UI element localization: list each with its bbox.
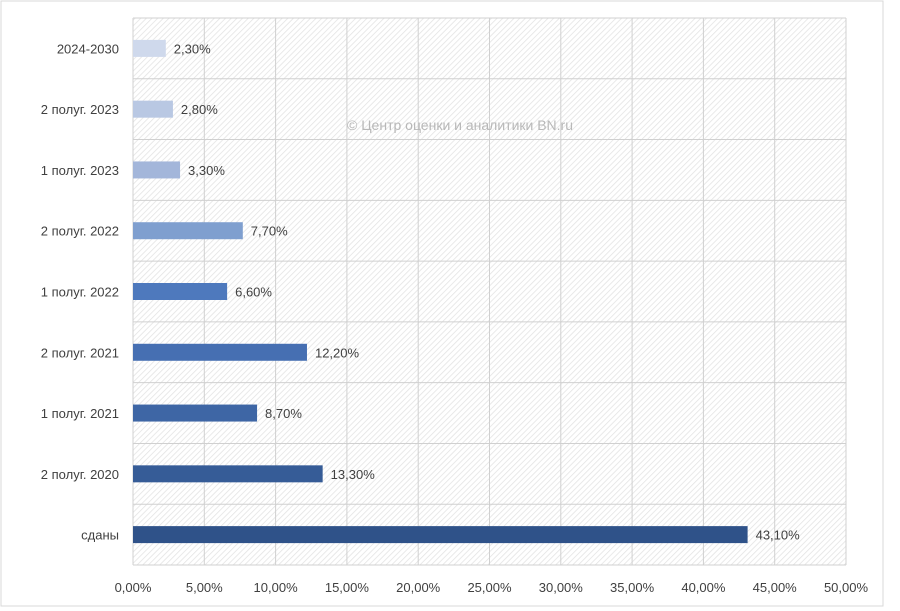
x-tick-label: 20,00% (396, 580, 441, 595)
x-tick-label: 30,00% (539, 580, 584, 595)
data-label: 2,80% (181, 102, 218, 117)
bar (133, 100, 173, 118)
category-label: сданы (81, 528, 119, 543)
category-axis-labels: сданы 2 полуг. 2020 1 полуг. 2021 2 полуг. … (41, 41, 119, 542)
data-label: 3,30% (188, 163, 225, 178)
x-tick-label: 50,00% (824, 580, 869, 595)
data-label: 2,30% (174, 41, 211, 56)
category-label: 1 полуг. 2021 (41, 406, 119, 421)
watermark-text: © Центр оценки и аналитики BN.ru (347, 117, 573, 133)
category-label: 2 полуг. 2020 (41, 467, 119, 482)
x-tick-label: 15,00% (325, 580, 370, 595)
x-tick-label: 10,00% (254, 580, 299, 595)
horizontal-gridlines (133, 17, 846, 566)
x-tick-label: 5,00% (186, 580, 223, 595)
bar (133, 404, 258, 422)
value-axis-labels: 0,00% 5,00% 10,00% 15,00% 20,00% 25,00% 30,00%… (115, 580, 869, 595)
bar-series (133, 39, 748, 544)
bar (133, 283, 228, 300)
data-label: 12,20% (315, 345, 360, 360)
x-tick-label: 0,00% (115, 580, 152, 595)
category-label: 2 полуг. 2023 (41, 102, 119, 117)
category-label: 2 полуг. 2021 (41, 345, 119, 360)
x-tick-label: 35,00% (610, 580, 655, 595)
x-tick-label: 45,00% (753, 580, 798, 595)
data-label: 8,70% (265, 406, 302, 421)
category-label: 2 полуг. 2022 (41, 224, 119, 239)
x-tick-label: 40,00% (681, 580, 726, 595)
bar (133, 161, 181, 179)
bar (133, 222, 243, 240)
data-label: 7,70% (251, 224, 288, 239)
bar (133, 526, 748, 544)
data-labels: 43,10% 13,30% 8,70% 12,20% 6,60% 7,70% 3,30% 2,… (174, 41, 800, 542)
data-label: 43,10% (756, 528, 801, 543)
category-label: 2024-2030 (57, 41, 119, 56)
bar (133, 343, 307, 361)
data-label: 13,30% (331, 467, 376, 482)
data-label: 6,60% (235, 285, 272, 300)
x-tick-label: 25,00% (467, 580, 512, 595)
bar (133, 465, 323, 483)
category-label: 1 полуг. 2023 (41, 163, 119, 178)
bar (133, 39, 166, 57)
category-label: 1 полуг. 2022 (41, 285, 119, 300)
